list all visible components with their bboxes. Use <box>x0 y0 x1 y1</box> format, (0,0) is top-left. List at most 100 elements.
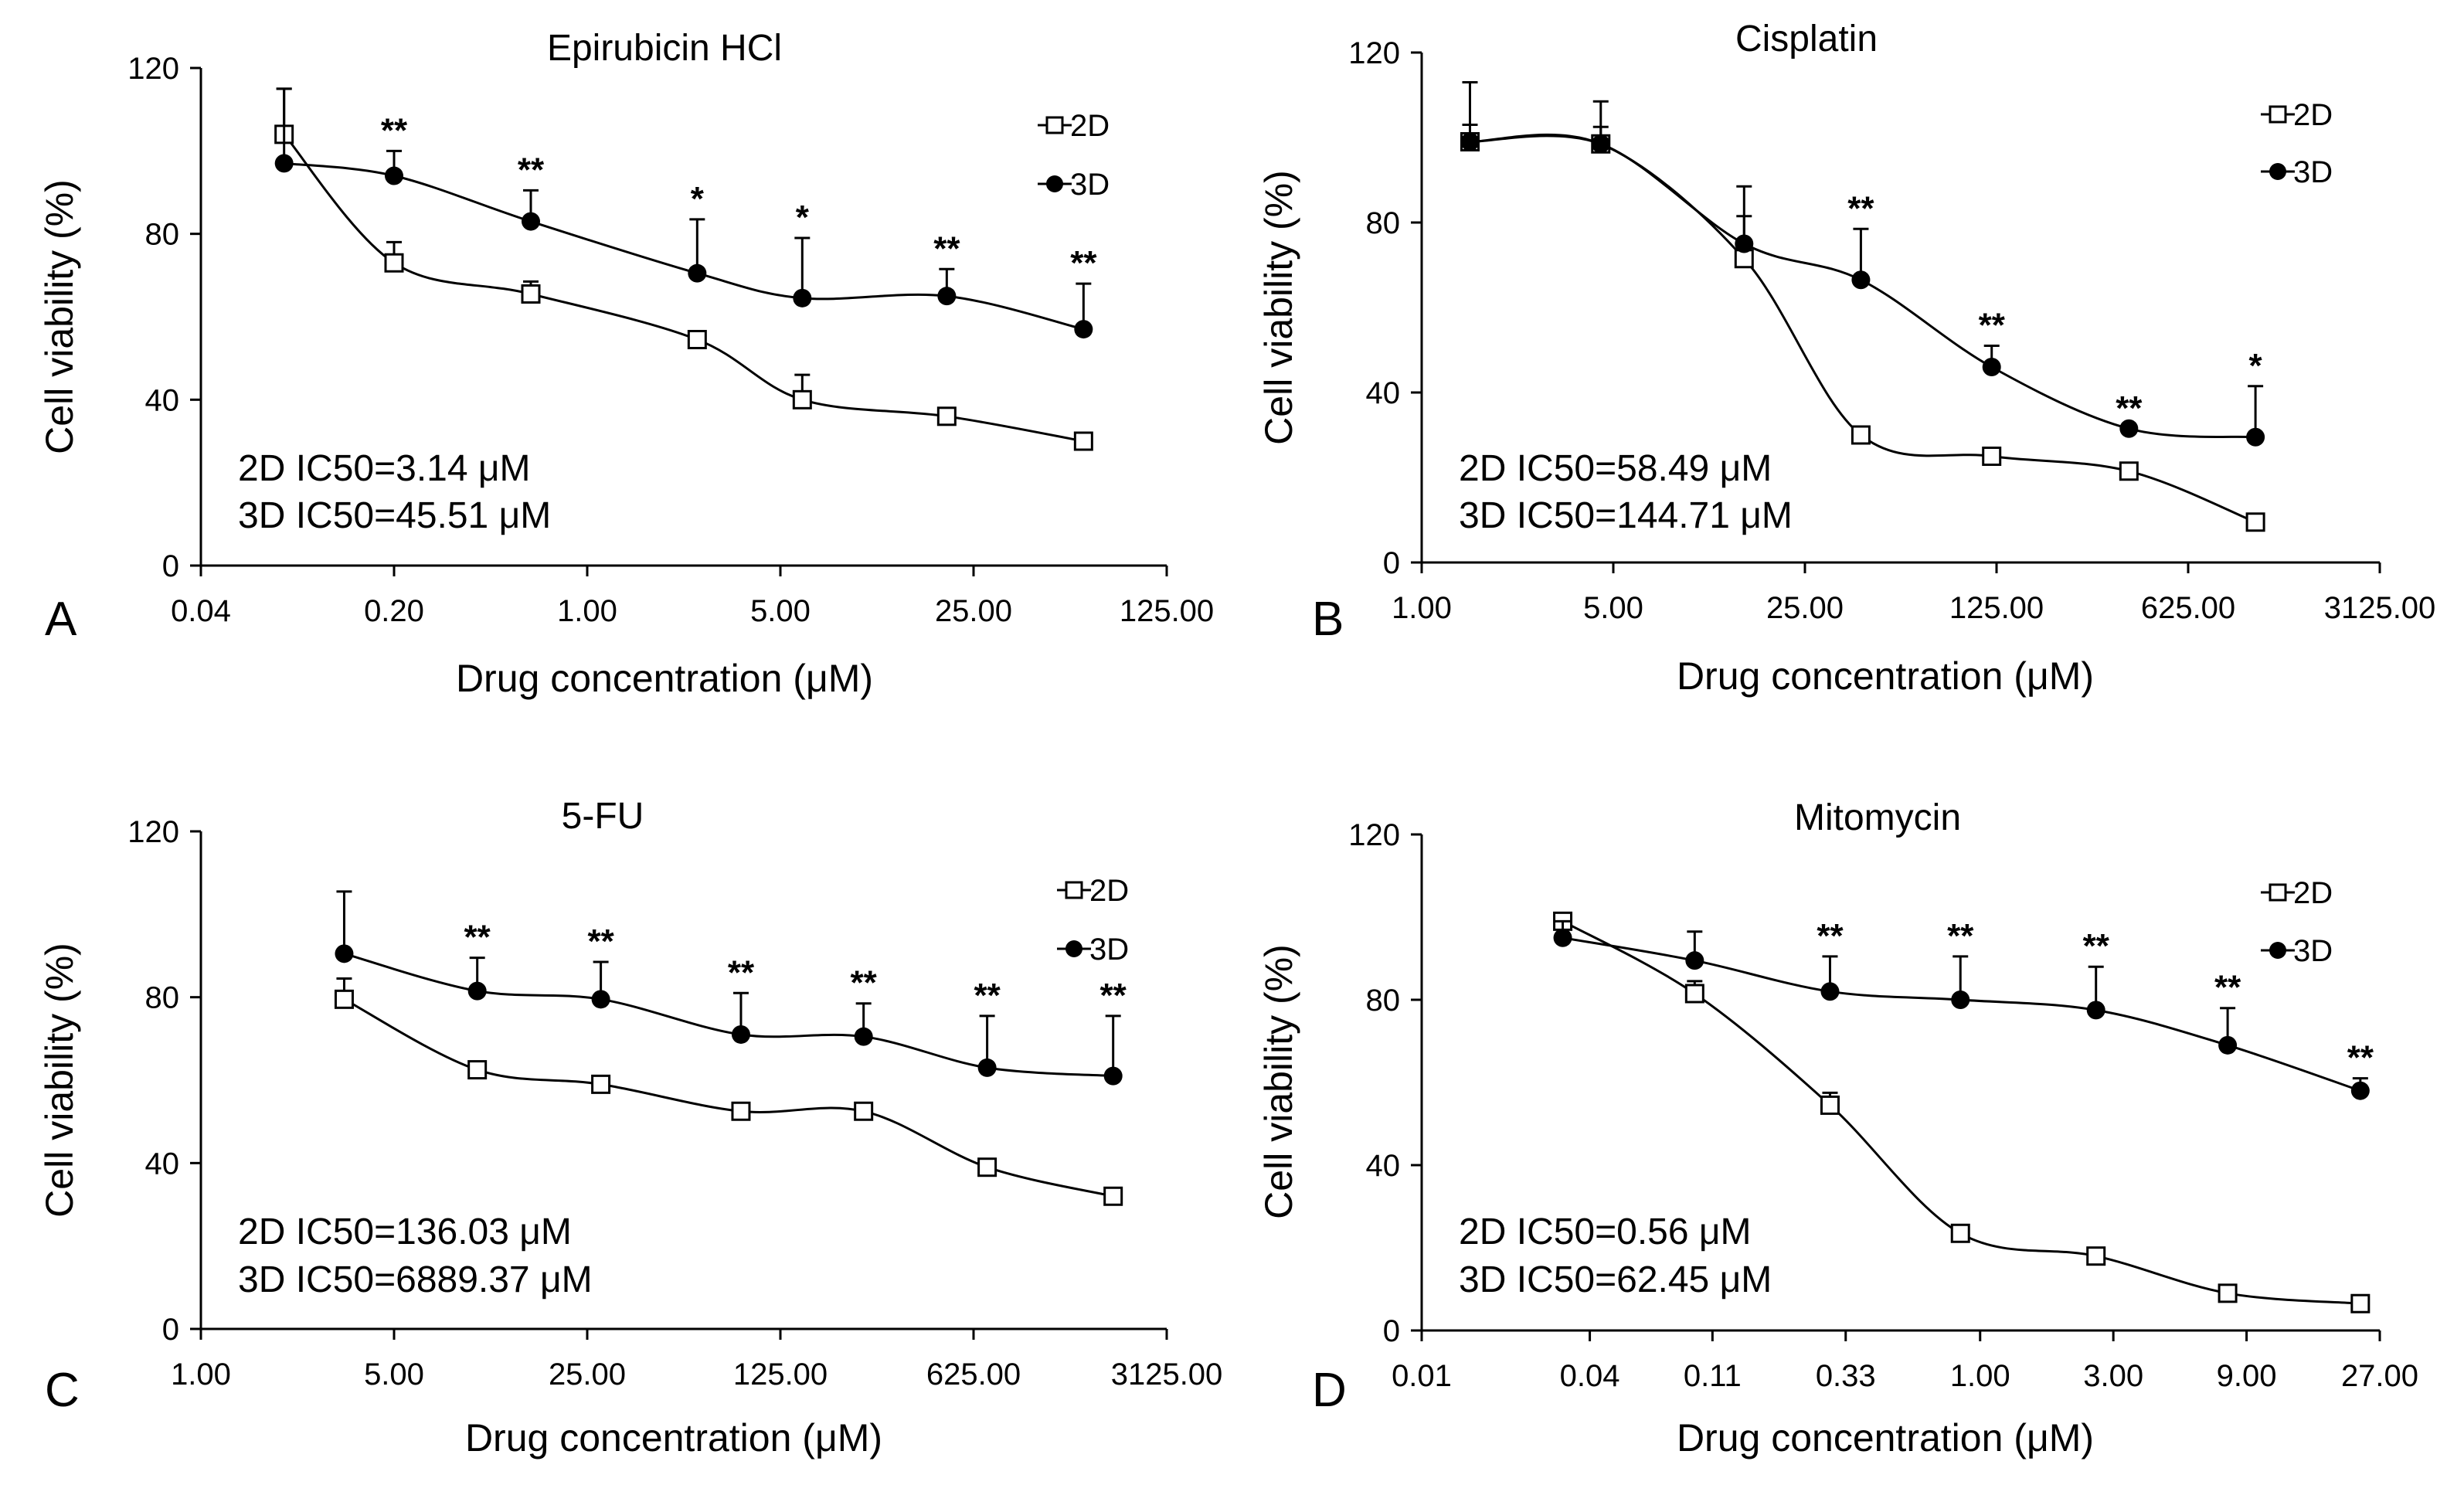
y-tick-label: 0 <box>162 549 179 583</box>
series-line <box>284 161 1084 331</box>
x-tick-label: 27.00 <box>2341 1359 2418 1393</box>
data-point <box>1460 132 1480 151</box>
y-tick-label: 40 <box>1366 1149 1401 1183</box>
legend-marker <box>1065 881 1083 899</box>
x-tick-label: 0.04 <box>171 594 231 628</box>
chart-panel-a: 0 40 80 120 0.04 0.20 1.00 5.00 25.00 125.00 Epiru… <box>38 28 1214 700</box>
y-tick-label: 40 <box>145 1147 180 1181</box>
y-tick-label: 40 <box>145 383 180 417</box>
ic50-label: 3D IC50=62.45 μM <box>1459 1259 1772 1300</box>
significance-marker: ** <box>1947 917 1974 955</box>
x-tick-label: 9.00 <box>2217 1359 2277 1393</box>
significance-marker: ** <box>1847 189 1874 227</box>
ic50-label: 2D IC50=136.03 μM <box>238 1211 572 1252</box>
data-point <box>1685 951 1704 970</box>
significance-marker: ** <box>1100 977 1127 1014</box>
significance-marker: ** <box>464 919 491 957</box>
significance-marker: ** <box>851 964 878 1002</box>
y-axis-label: Cell viability (%) <box>1257 170 1300 445</box>
data-point <box>2086 1246 2106 1266</box>
data-point <box>2119 461 2139 481</box>
x-tick-label: 0.01 <box>1392 1359 1452 1393</box>
data-point <box>2245 512 2265 532</box>
data-point <box>521 212 540 231</box>
legend-label: 2D <box>1070 109 1110 143</box>
data-point <box>2246 427 2265 447</box>
data-point <box>1820 1095 1840 1115</box>
y-tick-label: 120 <box>127 52 179 86</box>
x-tick-label: 125.00 <box>1949 591 2044 625</box>
significance-marker: ** <box>1817 917 1844 955</box>
data-point <box>1851 425 1871 445</box>
data-point <box>521 284 541 304</box>
series-2d <box>334 977 1123 1206</box>
y-tick-label: 80 <box>145 218 180 252</box>
legend-label: 3D <box>2293 934 2333 968</box>
y-tick-label: 80 <box>1366 206 1401 240</box>
legend-marker <box>1065 940 1082 957</box>
x-tick-label: 3125.00 <box>2324 591 2436 625</box>
x-tick-label: 1.00 <box>1392 591 1452 625</box>
legend-label: 3D <box>1089 933 1129 967</box>
x-tick-label: 3125.00 <box>1111 1358 1223 1392</box>
x-tick-label: 1.00 <box>1950 1359 2010 1393</box>
significance-marker: ** <box>1979 307 2006 345</box>
data-point <box>792 389 812 409</box>
data-point <box>731 1025 750 1044</box>
data-point <box>385 166 403 185</box>
x-tick-label: 0.33 <box>1816 1359 1876 1393</box>
chart-title: Mitomycin <box>1794 797 1961 838</box>
legend-marker <box>1046 175 1063 192</box>
x-tick-label: 125.00 <box>1120 594 1214 628</box>
panel-letter: C <box>45 1364 80 1417</box>
x-tick-label: 1.00 <box>557 594 617 628</box>
x-tick-label: 0.20 <box>364 594 424 628</box>
significance-marker: ** <box>2347 1039 2374 1077</box>
x-tick-label: 5.00 <box>750 594 811 628</box>
legend-label: 3D <box>1070 168 1110 202</box>
significance-marker: ** <box>587 923 614 960</box>
data-point <box>2086 1001 2105 1020</box>
series-line <box>343 997 1114 1198</box>
data-point <box>591 990 610 1009</box>
legend-marker <box>2269 163 2286 180</box>
x-tick-label: 5.00 <box>364 1358 424 1392</box>
ic50-label: 3D IC50=144.71 μM <box>1459 495 1793 536</box>
ic50-label: 2D IC50=3.14 μM <box>238 448 531 489</box>
chart-panel-c: 0 40 80 120 1.00 5.00 25.00 125.00 625.00 3125.00… <box>38 796 1222 1460</box>
data-point <box>1951 991 1970 1009</box>
x-tick-label: 25.00 <box>935 594 1012 628</box>
x-tick-label: 0.11 <box>1684 1359 1742 1393</box>
x-axis-label: Drug concentration (μM) <box>456 657 873 700</box>
significance-marker: ** <box>1070 244 1097 282</box>
data-point <box>467 981 487 1001</box>
significance-marker: ** <box>2214 969 2241 1007</box>
data-point <box>2350 1081 2370 1100</box>
significance-marker: * <box>691 180 705 218</box>
y-tick-label: 80 <box>1366 984 1401 1018</box>
legend-label: 3D <box>2293 155 2333 189</box>
ic50-label: 3D IC50=45.51 μM <box>238 495 551 536</box>
data-point <box>731 1101 751 1121</box>
ic50-label: 2D IC50=0.56 μM <box>1459 1211 1752 1252</box>
data-point <box>1851 270 1871 290</box>
data-point <box>591 1074 611 1094</box>
panel-letter: B <box>1312 593 1344 646</box>
data-point <box>937 287 957 306</box>
legend-label: 2D <box>2293 98 2333 132</box>
y-tick-label: 40 <box>1366 376 1401 410</box>
x-tick-label: 25.00 <box>1766 591 1844 625</box>
data-point <box>335 944 354 963</box>
x-axis-label: Drug concentration (μM) <box>465 1416 882 1460</box>
data-point <box>334 989 354 1009</box>
data-point <box>384 253 404 273</box>
y-axis-label: Cell viability (%) <box>1257 944 1300 1219</box>
data-point <box>1684 984 1704 1004</box>
data-point <box>467 1060 488 1080</box>
data-point <box>1073 431 1093 451</box>
chart-title: Epirubicin HCl <box>547 28 782 69</box>
y-tick-label: 0 <box>162 1313 179 1347</box>
y-axis-label: Cell viability (%) <box>38 943 81 1218</box>
chart-title: 5-FU <box>562 796 644 837</box>
data-point <box>274 154 294 173</box>
